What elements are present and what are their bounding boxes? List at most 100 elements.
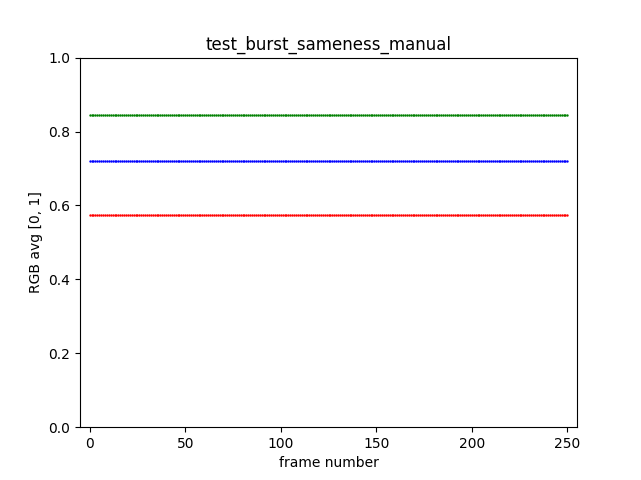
Point xyxy=(194,111,204,119)
Point xyxy=(85,157,95,165)
Point xyxy=(322,111,332,119)
Point xyxy=(251,157,261,165)
Point xyxy=(404,211,414,218)
Point xyxy=(178,211,188,218)
Point xyxy=(108,211,118,218)
Point xyxy=(490,211,500,218)
Point xyxy=(228,111,238,119)
Point xyxy=(394,111,404,119)
Point xyxy=(217,111,227,119)
Point xyxy=(348,211,358,218)
Point xyxy=(134,111,144,119)
Point xyxy=(402,111,412,119)
Point xyxy=(430,157,440,165)
Point xyxy=(390,211,401,218)
Point xyxy=(470,157,481,165)
Point xyxy=(459,211,469,218)
Point xyxy=(461,111,471,119)
Point xyxy=(245,211,255,218)
Point xyxy=(543,211,553,218)
Point xyxy=(333,157,343,165)
Point xyxy=(499,211,510,218)
Point xyxy=(172,211,183,218)
Point xyxy=(522,211,532,218)
Point xyxy=(243,157,253,165)
Point xyxy=(276,111,286,119)
Point xyxy=(178,111,188,119)
Point xyxy=(104,111,114,119)
Point xyxy=(342,157,353,165)
Point xyxy=(335,211,345,218)
Point xyxy=(558,157,569,165)
Point xyxy=(387,211,397,218)
Point xyxy=(247,157,257,165)
Point xyxy=(379,157,389,165)
Point xyxy=(98,211,108,218)
Point xyxy=(281,211,292,218)
Point xyxy=(104,157,114,165)
Point xyxy=(327,211,337,218)
Point xyxy=(258,211,269,218)
Point xyxy=(325,157,335,165)
Point xyxy=(308,157,319,165)
Point xyxy=(153,157,163,165)
Point xyxy=(264,157,274,165)
Point xyxy=(237,111,247,119)
Point xyxy=(432,157,442,165)
Point xyxy=(529,211,540,218)
Point xyxy=(499,157,510,165)
Point xyxy=(96,111,106,119)
Point xyxy=(365,211,376,218)
Point xyxy=(211,211,221,218)
Point xyxy=(553,157,563,165)
Point xyxy=(130,211,140,218)
Point xyxy=(287,157,297,165)
Point xyxy=(163,157,173,165)
Point xyxy=(299,111,309,119)
Point xyxy=(354,157,364,165)
Point xyxy=(92,111,103,119)
Point xyxy=(323,211,333,218)
Point xyxy=(285,157,296,165)
Point xyxy=(254,111,265,119)
Point xyxy=(295,211,305,218)
Point xyxy=(387,111,397,119)
Point xyxy=(400,111,410,119)
Point xyxy=(106,211,116,218)
Point xyxy=(258,157,269,165)
Point xyxy=(146,111,156,119)
Point xyxy=(354,211,364,218)
Point xyxy=(524,111,534,119)
Point xyxy=(306,111,317,119)
Point xyxy=(383,111,393,119)
Point xyxy=(279,111,290,119)
Point xyxy=(88,211,99,218)
Point xyxy=(167,111,177,119)
Point xyxy=(495,157,506,165)
Point xyxy=(163,211,173,218)
Point xyxy=(318,157,328,165)
Point xyxy=(533,111,544,119)
Point xyxy=(424,111,435,119)
Point xyxy=(358,157,368,165)
Point xyxy=(222,211,233,218)
Point xyxy=(176,111,187,119)
Point xyxy=(291,157,301,165)
Point xyxy=(344,211,354,218)
Point xyxy=(554,157,565,165)
Point xyxy=(165,157,175,165)
Point xyxy=(322,211,332,218)
Point xyxy=(247,211,257,218)
Point xyxy=(151,111,162,119)
Point xyxy=(132,211,142,218)
Point xyxy=(224,211,235,218)
Point xyxy=(161,211,171,218)
Point xyxy=(222,111,233,119)
Point xyxy=(161,111,171,119)
Point xyxy=(203,157,213,165)
Point xyxy=(356,111,366,119)
Point xyxy=(517,157,527,165)
Point xyxy=(338,111,349,119)
Point xyxy=(461,157,471,165)
Point xyxy=(231,211,242,218)
